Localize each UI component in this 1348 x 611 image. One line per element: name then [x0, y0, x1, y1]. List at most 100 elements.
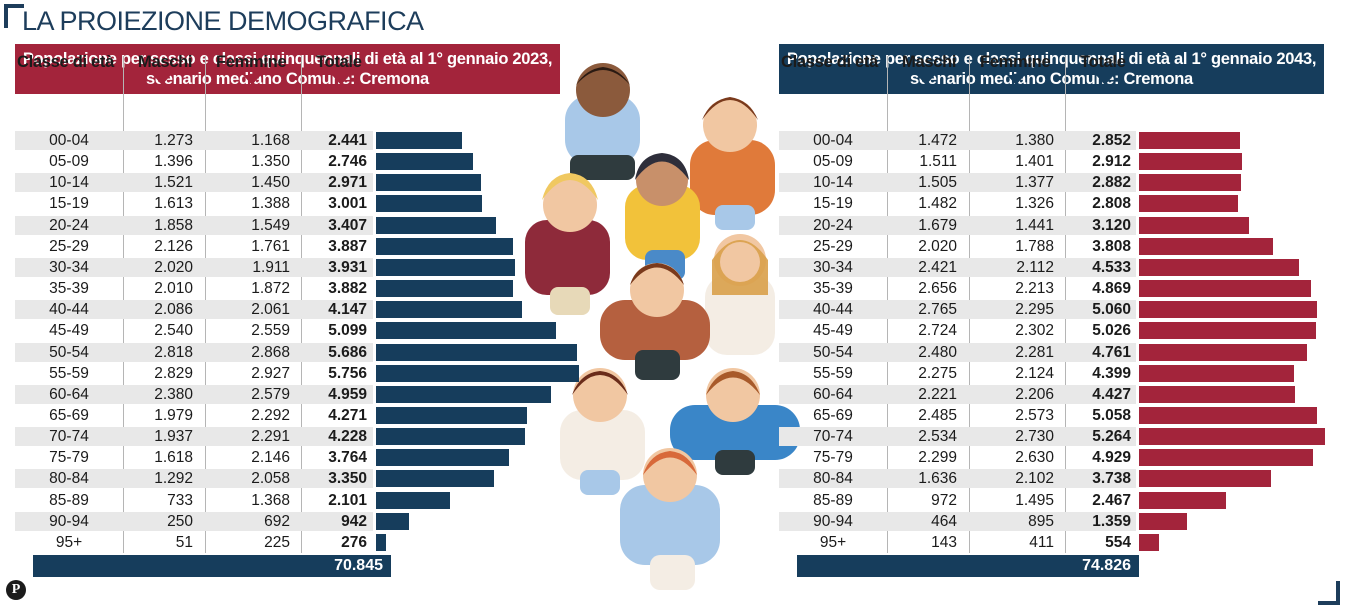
- age-class-label: 50-54: [49, 343, 89, 361]
- total-value: 4.271: [328, 406, 367, 424]
- 2043-table-row: 05-09 1.511 1.401 2.912: [779, 151, 1139, 172]
- total-value: 3.120: [1092, 216, 1131, 234]
- male-value: 250: [167, 512, 193, 530]
- age-class-label: 80-84: [49, 470, 89, 488]
- total-value: 2.441: [328, 132, 367, 149]
- age-class-label: 60-64: [49, 385, 89, 403]
- 2043-col-header-male: Maschi: [902, 53, 957, 71]
- total-value: 4.869: [1092, 280, 1131, 298]
- row-shading: [15, 131, 373, 150]
- age-class-label: 25-29: [813, 237, 853, 255]
- 2023-table-row: 95+ 51 225 276: [15, 532, 376, 553]
- female-value: 2.559: [251, 322, 290, 340]
- 2043-bar-35-39: [1139, 280, 1311, 298]
- male-value: 1.521: [154, 174, 193, 192]
- female-value: 2.061: [251, 301, 290, 319]
- 2043-bar-30-34: [1139, 258, 1299, 276]
- age-class-label: 55-59: [813, 364, 853, 382]
- total-value: 4.959: [328, 385, 367, 403]
- total-value: 3.001: [328, 195, 367, 213]
- age-class-label: 50-54: [813, 343, 853, 361]
- 2043-table-row: 10-14 1.505 1.377 2.882: [779, 172, 1139, 193]
- total-value: 554: [1105, 533, 1131, 551]
- female-value: 2.058: [251, 470, 290, 488]
- 2023-bar-95+: [376, 533, 386, 551]
- total-value: 5.058: [1092, 406, 1131, 424]
- total-value: 1.359: [1092, 512, 1131, 530]
- panel-2043-title-line1: Popolazione per sesso e classi quinquenn…: [786, 50, 1317, 68]
- age-class-label: 35-39: [49, 280, 89, 298]
- 2023-bar-50-54: [376, 343, 577, 361]
- 2023-header-arrow-1: [153, 75, 171, 85]
- row-shading: [779, 384, 1136, 404]
- panel-2023-title-line1: Popolazione per sesso e classi quinquenn…: [22, 50, 553, 68]
- row-shading: [15, 215, 373, 235]
- total-value: 2.882: [1092, 174, 1131, 192]
- male-value: 1.618: [154, 449, 193, 467]
- 2043-table-row: 80-84 1.636 2.102 3.738: [779, 468, 1139, 489]
- page-title: LA PROIEZIONE DEMOGRAFICA: [22, 6, 424, 36]
- 2023-bar-85-89: [376, 491, 451, 509]
- total-value: 3.350: [328, 470, 367, 488]
- 2023-table-row: 25-29 2.126 1.761 3.887: [15, 236, 376, 257]
- row-shading: [779, 131, 1136, 150]
- 2043-col-header-total: Totale: [1080, 53, 1126, 71]
- 2043-table-row: 45-49 2.724 2.302 5.026: [779, 320, 1139, 341]
- 2023-table-row: 30-34 2.020 1.911 3.931: [15, 257, 376, 278]
- 2043-header-arrow-1: [917, 75, 935, 85]
- female-value: 2.579: [251, 385, 290, 403]
- 2023-table-row: 20-24 1.858 1.549 3.407: [15, 215, 376, 236]
- male-value: 2.126: [154, 237, 193, 255]
- 2023-table-row: 40-44 2.086 2.061 4.147: [15, 299, 376, 320]
- age-class-label: 70-74: [49, 428, 89, 446]
- 2043-bar-10-14: [1139, 174, 1241, 192]
- 2023-table-row: 70-74 1.937 2.291 4.228: [15, 426, 376, 447]
- 2043-bar-80-84: [1139, 470, 1271, 488]
- 2023-bar-55-59: [376, 364, 579, 382]
- row-shading: [779, 257, 1136, 277]
- total-value: 3.407: [328, 216, 367, 234]
- 2023-col-header-total: Totale: [316, 53, 362, 71]
- total-value: 3.808: [1092, 237, 1131, 255]
- male-value: 1.472: [918, 132, 957, 149]
- 2043-table-row: 60-64 2.221 2.206 4.427: [779, 384, 1139, 405]
- 2043-bar-05-09: [1139, 153, 1242, 171]
- 2023-bar-35-39: [376, 280, 513, 298]
- total-value: 4.147: [328, 301, 367, 319]
- 2043-bar-90-94: [1139, 512, 1187, 530]
- 2043-bar-55-59: [1139, 364, 1295, 382]
- total-value: 3.882: [328, 280, 367, 298]
- 2043-table-row: 55-59 2.275 2.124 4.399: [779, 363, 1139, 384]
- age-class-label: 00-04: [813, 132, 853, 149]
- age-class-label: 35-39: [813, 280, 853, 298]
- female-value: 2.213: [1015, 280, 1054, 298]
- total-value: 2.808: [1092, 195, 1131, 213]
- row-shading: [779, 469, 1136, 489]
- 2043-table-row: 00-04 1.472 1.380 2.852: [779, 130, 1139, 151]
- age-class-label: 65-69: [49, 406, 89, 424]
- female-value: 2.292: [251, 406, 290, 424]
- 2043-bar-70-74: [1139, 428, 1325, 446]
- total-value: 5.026: [1092, 322, 1131, 340]
- 2023-header-arrow-2: [243, 75, 261, 85]
- male-value: 1.292: [154, 470, 193, 488]
- 2043-table-row: 40-44 2.765 2.295 5.060: [779, 299, 1139, 320]
- male-value: 464: [931, 512, 957, 530]
- person-6: [600, 263, 710, 380]
- total-value: 2.971: [328, 174, 367, 192]
- age-class-label: 25-29: [49, 237, 89, 255]
- corner-mark-top-left: [4, 4, 24, 28]
- 2023-table-row: 60-64 2.380 2.579 4.959: [15, 384, 376, 405]
- male-value: 2.221: [918, 385, 957, 403]
- age-class-label: 15-19: [49, 195, 89, 213]
- age-class-label: 30-34: [813, 258, 853, 276]
- 2023-bar-00-04: [376, 132, 463, 149]
- male-value: 143: [931, 533, 957, 551]
- 2023-table-row: 10-14 1.521 1.450 2.971: [15, 172, 376, 193]
- age-class-label: 20-24: [49, 216, 89, 234]
- 2043-table-row: 85-89 972 1.495 2.467: [779, 490, 1139, 511]
- age-class-label: 85-89: [813, 491, 853, 509]
- panel-2023-header: Popolazione per sesso e classi quinquenn…: [15, 44, 560, 94]
- male-value: 2.480: [918, 343, 957, 361]
- panel-2043-title-line2: scenario mediano Comune: Cremona: [910, 70, 1193, 88]
